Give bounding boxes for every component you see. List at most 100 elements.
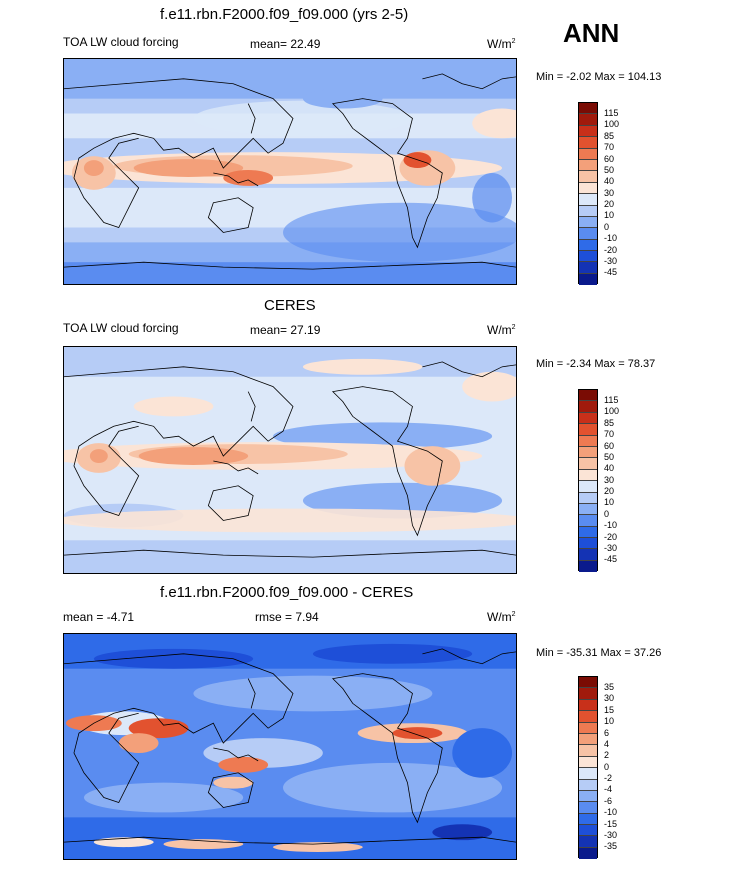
colorbar-swatch [579,813,597,826]
colorbar-label: 30 [604,188,615,198]
panel2-min-max: Min = -2.34 Max = 78.37 [536,358,656,370]
panel2-colorbar [578,389,598,573]
season-label: ANN [563,18,620,48]
colorbar-swatch [579,847,597,860]
colorbar-swatch [579,412,597,425]
panel1-mean-label: mean= 22.49 [250,37,321,51]
panel1-title: f.e11.rbn.F2000.f09_f09.000 (yrs 2-5) [160,6,409,23]
colorbar-label: -30 [604,830,618,840]
colorbar-label: -4 [604,784,613,794]
panel2-variable-label: TOA LW cloud forcing [63,321,179,335]
colorbar-swatch [579,836,597,848]
colorbar-swatch [579,424,597,436]
colorbar-swatch [579,538,597,550]
panel2-units-label: W/m2 [487,323,516,337]
colorbar-label: 6 [604,728,610,738]
colorbar-label: -10 [604,520,618,530]
colorbar-label: 15 [604,705,615,715]
panel1-map-field [64,59,516,284]
colorbar-label: 30 [604,475,615,485]
colorbar-label: 20 [604,486,615,496]
colorbar-swatch [579,779,597,791]
panel2-map [63,346,517,574]
colorbar-label: -15 [604,819,618,829]
colorbar-label: -10 [604,233,618,243]
colorbar-swatch [579,458,597,470]
colorbar-swatch [579,481,597,493]
panel1-min-max: Min = -2.02 Max = 104.13 [536,71,662,83]
colorbar-label: -20 [604,245,618,255]
colorbar-label: 100 [604,406,620,416]
colorbar-label: -45 [604,554,618,564]
colorbar-label: 70 [604,142,615,152]
panel1-colorbar [578,102,598,286]
colorbar-swatch [579,125,597,138]
colorbar-label: 10 [604,716,615,726]
panel2-map-field [64,347,516,573]
colorbar-swatch [579,137,597,149]
colorbar-swatch [579,688,597,700]
colorbar-label: 4 [604,739,610,749]
colorbar-swatch [579,677,597,689]
colorbar-label: 2 [604,750,610,760]
colorbar-swatch [579,401,597,413]
colorbar-swatch [579,103,597,115]
panel1-units-label: W/m2 [487,37,516,51]
colorbar-swatch [579,756,597,769]
panel3-colorbar [578,676,598,860]
panel1-map [63,58,517,285]
colorbar-swatch [579,182,597,195]
colorbar-label: -10 [604,807,618,817]
colorbar-swatch [579,768,597,780]
colorbar-label: 20 [604,199,615,209]
colorbar-swatch [579,159,597,172]
panel3-map [63,633,517,860]
colorbar-label: 115 [604,108,619,118]
colorbar-swatch [579,171,597,183]
colorbar-label: 35 [604,682,615,692]
colorbar-label: 0 [604,762,610,772]
colorbar-swatch [579,515,597,527]
colorbar-swatch [579,699,597,712]
colorbar-label: 60 [604,154,615,164]
colorbar-label: -30 [604,543,618,553]
colorbar-swatch [579,114,597,126]
colorbar-label: -35 [604,841,618,851]
colorbar-swatch [579,549,597,561]
colorbar-swatch [579,722,597,734]
colorbar-swatch [579,802,597,814]
colorbar-label: 40 [604,463,615,473]
colorbar-label: -20 [604,532,618,542]
panel3-map-field [64,634,516,859]
colorbar-label: 85 [604,418,615,428]
colorbar-label: 50 [604,452,615,462]
colorbar-swatch [579,711,597,723]
colorbar-swatch [579,446,597,459]
colorbar-swatch [579,216,597,229]
colorbar-label: 30 [604,693,615,703]
colorbar-swatch [579,503,597,516]
panel3-mean-label: mean = -4.71 [63,610,135,624]
colorbar-swatch [579,148,597,160]
panel3-title: f.e11.rbn.F2000.f09_f09.000 - CERES [160,584,414,601]
colorbar-label: 50 [604,165,615,175]
colorbar-label: 70 [604,429,615,439]
colorbar-label: 0 [604,509,610,519]
colorbar-label: 10 [604,210,615,220]
colorbar-label: 85 [604,131,615,141]
colorbar-swatch [579,733,597,746]
colorbar-label: 40 [604,176,615,186]
panel3-units-label: W/m2 [487,610,516,624]
colorbar-label: -30 [604,256,618,266]
colorbar-swatch [579,273,597,286]
colorbar-swatch [579,825,597,837]
colorbar-label: 60 [604,441,615,451]
colorbar-swatch [579,790,597,803]
colorbar-swatch [579,262,597,274]
colorbar-swatch [579,390,597,402]
colorbar-swatch [579,228,597,240]
panel3-min-max: Min = -35.31 Max = 37.26 [536,647,662,659]
colorbar-label: 100 [604,119,620,129]
panel2-mean-label: mean= 27.19 [250,323,321,337]
panel3-rmse-label: rmse = 7.94 [255,610,319,624]
